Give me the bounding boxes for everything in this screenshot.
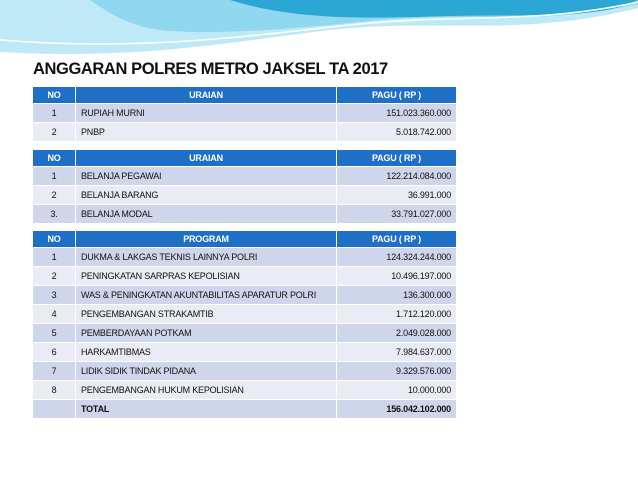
table-header-row: NO URAIAN PAGU ( RP )	[32, 86, 457, 104]
row-value: 151.023.360.000	[336, 103, 457, 123]
row-desc: PENINGKATAN SARPRAS KEPOLISIAN	[75, 266, 337, 286]
row-value: 2.049.028.000	[336, 323, 457, 343]
row-no: 1	[32, 103, 76, 123]
table-row: 1 RUPIAH MURNI 151.023.360.000	[32, 103, 457, 123]
row-desc: BELANJA BARANG	[75, 185, 337, 205]
row-value: 5.018.742.000	[336, 122, 457, 142]
row-desc: RUPIAH MURNI	[75, 103, 337, 123]
row-value: 36.991.000	[336, 185, 457, 205]
table-row: 2 PNBP 5.018.742.000	[32, 122, 457, 142]
table-header-row: NO URAIAN PAGU ( RP )	[32, 149, 457, 167]
row-no: 2	[32, 266, 76, 286]
row-desc: PENGEMBANGAN HUKUM KEPOLISIAN	[75, 380, 337, 400]
row-no: 8	[32, 380, 76, 400]
table-header-row: NO PROGRAM PAGU ( RP )	[32, 230, 457, 248]
row-value: 9.329.576.000	[336, 361, 457, 381]
row-desc: PENGEMBANGAN STRAKAMTIB	[75, 304, 337, 324]
row-value: 33.791.027.000	[336, 204, 457, 224]
row-desc: DUKMA & LAKGAS TEKNIS LAINNYA POLRI	[75, 247, 337, 267]
total-value: 156.042.102.000	[336, 399, 457, 419]
wave-banner	[0, 0, 638, 54]
row-value: 124.324.244.000	[336, 247, 457, 267]
row-no: 3	[32, 285, 76, 305]
row-no: 1	[32, 247, 76, 267]
table-row: 8 PENGEMBANGAN HUKUM KEPOLISIAN 10.000.0…	[32, 380, 457, 400]
table-row: 4 PENGEMBANGAN STRAKAMTIB 1.712.120.000	[32, 304, 457, 324]
header-uraian: URAIAN	[75, 86, 337, 104]
row-no: 7	[32, 361, 76, 381]
row-value: 10.496.197.000	[336, 266, 457, 286]
table-row: 5 PEMBERDAYAAN POTKAM 2.049.028.000	[32, 323, 457, 343]
page-title: ANGGARAN POLRES METRO JAKSEL TA 2017	[33, 60, 388, 78]
total-label: TOTAL	[75, 399, 337, 419]
header-program: PROGRAM	[75, 230, 337, 248]
header-uraian: URAIAN	[75, 149, 337, 167]
header-pagu: PAGU ( RP )	[336, 86, 457, 104]
row-desc: HARKAMTIBMAS	[75, 342, 337, 362]
row-no: 1	[32, 166, 76, 186]
table-row: 7 LIDIK SIDIK TINDAK PIDANA 9.329.576.00…	[32, 361, 457, 381]
table-row: 1 BELANJA PEGAWAI 122.214.084.000	[32, 166, 457, 186]
total-row: TOTAL 156.042.102.000	[32, 399, 457, 419]
wave-line	[0, 1, 638, 45]
row-desc: PEMBERDAYAAN POTKAM	[75, 323, 337, 343]
table-row: 6 HARKAMTIBMAS 7.984.637.000	[32, 342, 457, 362]
row-value: 10.000.000	[336, 380, 457, 400]
table-row: 2 PENINGKATAN SARPRAS KEPOLISIAN 10.496.…	[32, 266, 457, 286]
header-no: NO	[32, 230, 76, 248]
row-desc: LIDIK SIDIK TINDAK PIDANA	[75, 361, 337, 381]
row-no: 2	[32, 185, 76, 205]
header-no: NO	[32, 86, 76, 104]
table-row: 2 BELANJA BARANG 36.991.000	[32, 185, 457, 205]
table-row: 3 WAS & PENINGKATAN AKUNTABILITAS APARAT…	[32, 285, 457, 305]
row-value: 7.984.637.000	[336, 342, 457, 362]
header-pagu: PAGU ( RP )	[336, 149, 457, 167]
row-value: 136.300.000	[336, 285, 457, 305]
spending-table: NO URAIAN PAGU ( RP ) 1 BELANJA PEGAWAI …	[32, 149, 457, 224]
row-desc: WAS & PENINGKATAN AKUNTABILITAS APARATUR…	[75, 285, 337, 305]
row-no: 6	[32, 342, 76, 362]
funding-table: NO URAIAN PAGU ( RP ) 1 RUPIAH MURNI 151…	[32, 86, 457, 142]
row-desc: BELANJA MODAL	[75, 204, 337, 224]
header-no: NO	[32, 149, 76, 167]
row-value: 122.214.084.000	[336, 166, 457, 186]
row-no: 4	[32, 304, 76, 324]
row-no: 3.	[32, 204, 76, 224]
program-table: NO PROGRAM PAGU ( RP ) 1 DUKMA & LAKGAS …	[32, 230, 457, 419]
row-desc: PNBP	[75, 122, 337, 142]
row-no: 2	[32, 122, 76, 142]
wave-dark	[230, 0, 638, 18]
total-no	[32, 399, 76, 419]
row-no: 5	[32, 323, 76, 343]
header-pagu: PAGU ( RP )	[336, 230, 457, 248]
row-desc: BELANJA PEGAWAI	[75, 166, 337, 186]
table-row: 3. BELANJA MODAL 33.791.027.000	[32, 204, 457, 224]
table-row: 1 DUKMA & LAKGAS TEKNIS LAINNYA POLRI 12…	[32, 247, 457, 267]
row-value: 1.712.120.000	[336, 304, 457, 324]
